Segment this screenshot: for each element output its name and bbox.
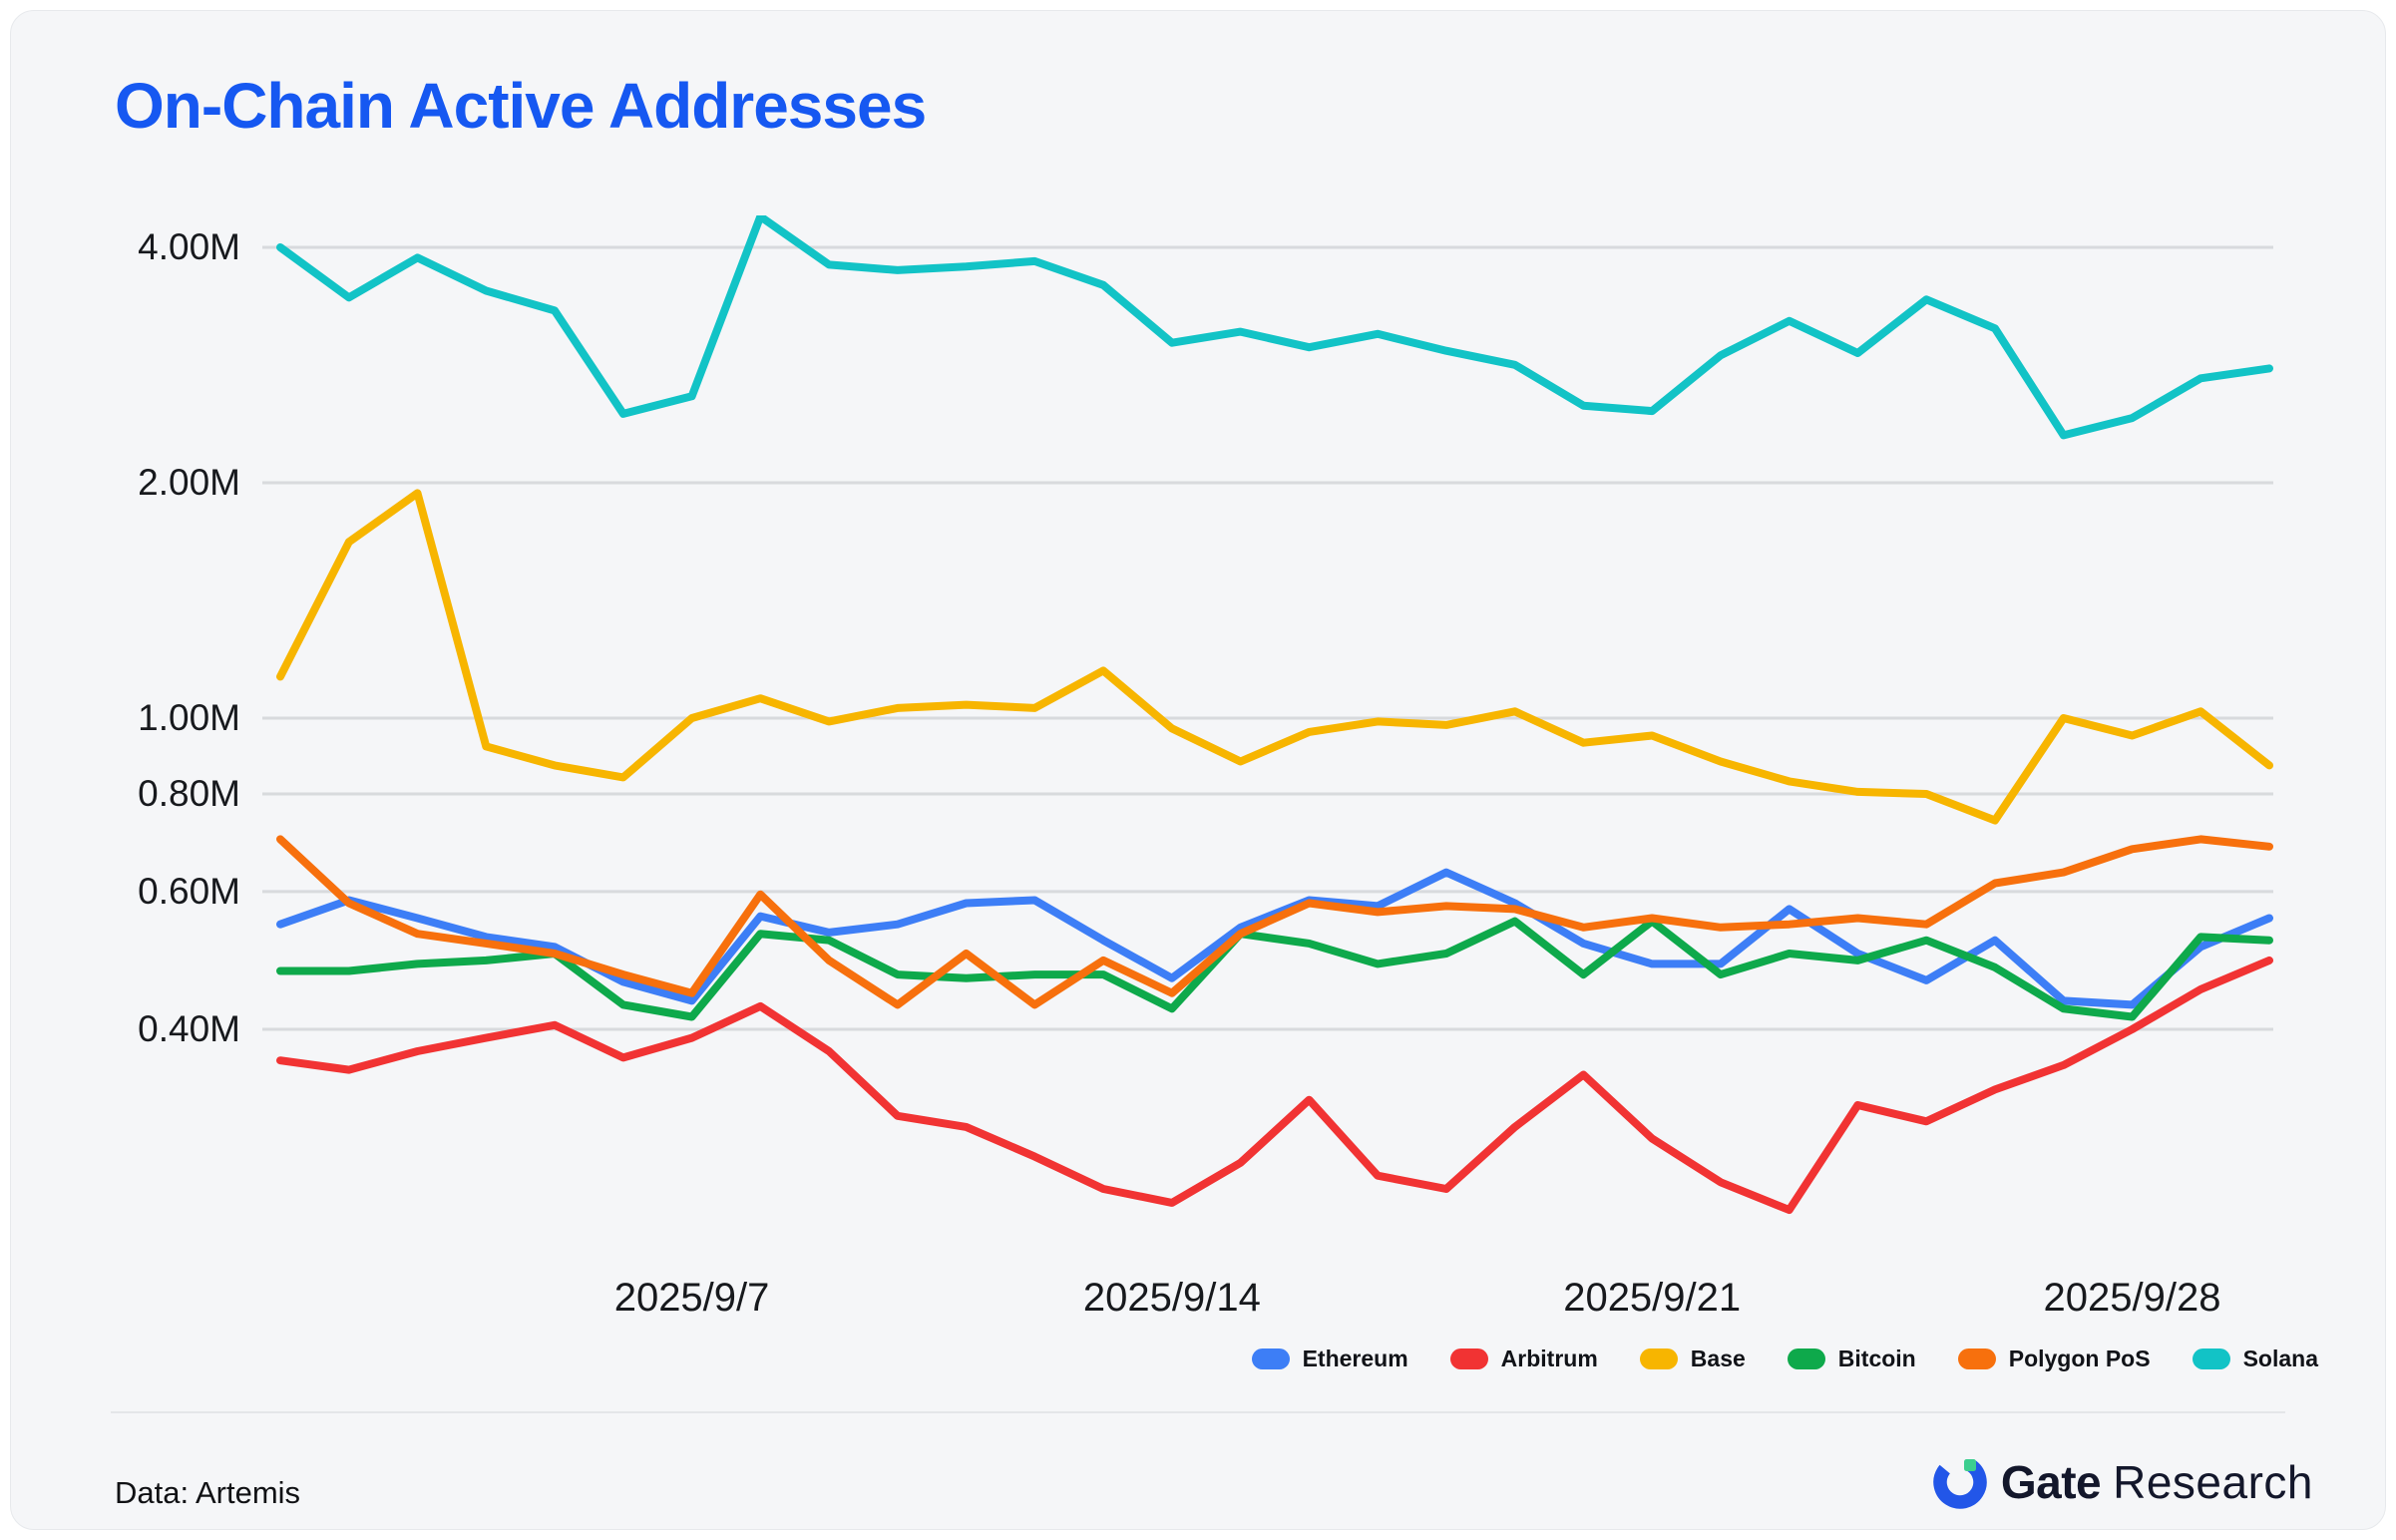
legend-item-solana[interactable]: Solana <box>2192 1346 2318 1372</box>
brand-logo: Gate Research <box>1933 1455 2313 1509</box>
x-tick-2025/9/28: 2025/9/28 <box>2043 1276 2221 1320</box>
legend-label: Polygon PoS <box>2008 1346 2151 1371</box>
legend-swatch-bitcoin <box>1787 1348 1825 1369</box>
brand-name: Gate Research <box>2001 1455 2313 1509</box>
y-tick-4.00M: 4.00M <box>138 225 240 267</box>
legend-label: Bitcoin <box>1837 1346 1916 1371</box>
legend-label: Ethereum <box>1302 1346 1408 1371</box>
legend-label: Base <box>1690 1346 1746 1371</box>
footer-divider <box>111 1411 2285 1413</box>
legend-swatch-arbitrum <box>1449 1348 1488 1369</box>
legend-item-base[interactable]: Base <box>1639 1346 1746 1372</box>
series-line-bitcoin <box>276 917 2273 1021</box>
page-title: On-Chain Active Addresses <box>115 70 927 142</box>
plot-area <box>262 215 2273 1253</box>
y-tick-0.40M: 0.40M <box>138 1007 240 1049</box>
legend-swatch-ethereum <box>1251 1348 1290 1369</box>
gate-logo-icon <box>1933 1455 1987 1509</box>
legend-label: Solana <box>2242 1346 2318 1371</box>
legend-swatch-base <box>1639 1348 1678 1369</box>
series-line-arbitrum <box>276 956 2273 1215</box>
chart-svg <box>262 215 2273 1215</box>
legend-swatch-polygon-pos <box>1957 1348 1996 1369</box>
x-tick-2025/9/7: 2025/9/7 <box>613 1276 770 1320</box>
x-tick-2025/9/21: 2025/9/21 <box>1563 1276 1742 1320</box>
legend-item-arbitrum[interactable]: Arbitrum <box>1449 1346 1598 1372</box>
chart-card: On-Chain Active Addresses 4.00M 2.00M 1.00… <box>10 10 2386 1530</box>
brand-name-bold: Gate <box>2000 1456 2102 1508</box>
data-source-label: Data: Artemis <box>115 1475 301 1510</box>
legend-label: Arbitrum <box>1500 1346 1598 1371</box>
x-tick-2025/9/14: 2025/9/14 <box>1082 1276 1261 1320</box>
y-tick-2.00M: 2.00M <box>138 461 240 503</box>
legend-swatch-solana <box>2192 1348 2230 1369</box>
brand-name-regular: Research <box>2113 1456 2313 1508</box>
y-tick-0.60M: 0.60M <box>138 870 240 912</box>
legend-item-ethereum[interactable]: Ethereum <box>1251 1346 1408 1372</box>
y-tick-0.80M: 0.80M <box>138 772 240 814</box>
legend: Ethereum Arbitrum Base Bitcoin Polygon PoS So… <box>1251 1346 2318 1372</box>
series-line-polygon-pos <box>276 835 2273 1009</box>
series-line-base <box>276 489 2273 825</box>
legend-item-polygon-pos[interactable]: Polygon PoS <box>1957 1346 2151 1372</box>
y-tick-1.00M: 1.00M <box>138 697 240 738</box>
legend-item-bitcoin[interactable]: Bitcoin <box>1787 1346 1916 1372</box>
series-line-ethereum <box>276 868 2273 1009</box>
series-line-solana <box>276 215 2273 440</box>
